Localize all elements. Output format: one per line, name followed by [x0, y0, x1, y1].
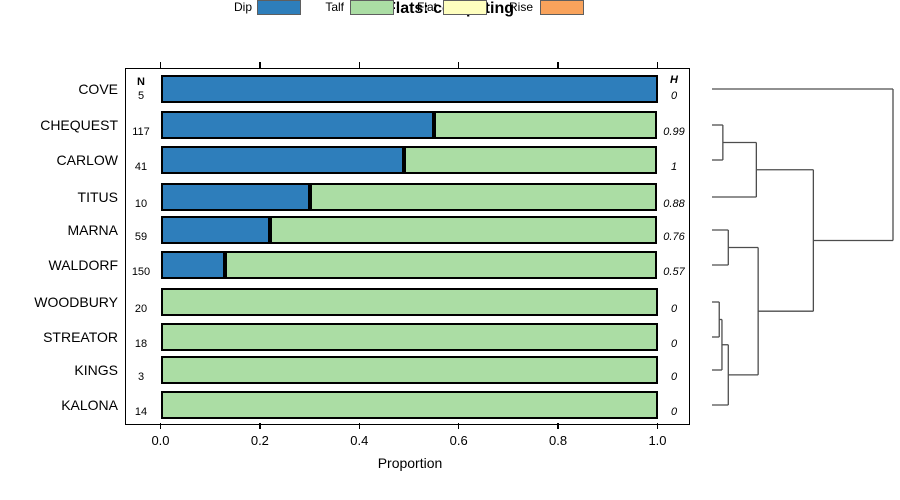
n-value: 5 [137, 90, 145, 102]
n-value: 10 [134, 198, 148, 210]
n-value: 3 [137, 371, 145, 383]
bar-streator [160, 323, 658, 351]
bar-woodbury [160, 288, 658, 316]
h-value: 1 [670, 161, 678, 173]
h-value: 0 [670, 338, 678, 350]
n-value: 150 [131, 266, 151, 278]
bar-segment-dip [160, 251, 226, 279]
n-value: 41 [134, 161, 148, 173]
h-value: 0.88 [663, 198, 685, 210]
x-axis-tick-bottom [457, 423, 460, 429]
n-value: 59 [134, 231, 148, 243]
x-axis-tick-top [656, 62, 659, 68]
bar-segment-talf [225, 251, 658, 279]
h-value: 0.99 [663, 126, 685, 138]
bar-segment-talf [404, 146, 658, 174]
row-label-kings: KINGS [74, 362, 118, 378]
x-axis-tick-top [259, 62, 261, 68]
bar-segment-dip [160, 75, 658, 103]
n-value: 117 [132, 126, 150, 138]
bar-chequest [160, 111, 658, 139]
n-value: 14 [134, 406, 148, 418]
h-value: 0 [670, 371, 678, 383]
x-axis-tick-label: 0.0 [151, 433, 170, 448]
bar-segment-dip [160, 111, 434, 139]
x-axis-tick-label: 0.6 [449, 433, 468, 448]
h-value: 0.76 [663, 231, 685, 243]
bar-segment-dip [160, 183, 310, 211]
x-axis-tick-top [557, 62, 559, 68]
bar-marna [160, 216, 658, 244]
row-label-woodbury: WOODBURY [34, 294, 118, 310]
legend-swatch-dip [257, 0, 301, 15]
h-value: 0 [670, 303, 678, 315]
bar-segment-talf [160, 356, 658, 384]
h-column-header: H [670, 74, 678, 86]
bar-segment-talf [160, 323, 658, 351]
x-axis-tick-label: 1.0 [648, 433, 667, 448]
h-value: 0.57 [663, 266, 685, 278]
bar-segment-talf [160, 288, 658, 316]
bar-segment-dip [160, 146, 405, 174]
bar-carlow [160, 146, 658, 174]
n-column-header: N [137, 76, 145, 88]
h-value: 0 [670, 406, 678, 418]
row-label-carlow: CARLOW [56, 152, 118, 168]
x-axis-tick-bottom [358, 423, 361, 429]
legend-swatch-rise [540, 0, 584, 15]
legend-label-rise: Rise [508, 0, 533, 14]
bar-kings [160, 356, 658, 384]
row-label-marna: MARNA [67, 222, 118, 238]
legend-swatch-talf [350, 0, 394, 15]
row-label-streator: STREATOR [43, 329, 118, 345]
legend-label-talf: Talf [325, 0, 344, 14]
x-axis-tick-label: 0.4 [350, 433, 369, 448]
x-axis-tick-label: 0.2 [250, 433, 269, 448]
bar-segment-talf [160, 391, 658, 419]
x-axis-tick-top [358, 62, 361, 68]
bar-cove [160, 75, 658, 103]
row-label-waldorf: WALDORF [48, 257, 118, 273]
x-axis-tick-bottom [159, 423, 162, 429]
n-value: 18 [134, 338, 148, 350]
row-label-cove: COVE [78, 81, 118, 97]
bar-segment-dip [160, 216, 270, 244]
row-label-chequest: CHEQUEST [40, 117, 118, 133]
plot-area [125, 68, 690, 425]
row-label-titus: TITUS [77, 189, 118, 205]
x-axis-tick-bottom [656, 423, 659, 429]
x-axis-tick-bottom [259, 423, 261, 429]
x-axis-title: Proportion [377, 455, 443, 471]
n-value: 20 [134, 303, 148, 315]
bar-segment-talf [309, 183, 658, 211]
bar-titus [160, 183, 658, 211]
bar-waldorf [160, 251, 658, 279]
row-label-kalona: KALONA [61, 397, 118, 413]
x-axis-tick-top [159, 62, 162, 68]
x-axis-tick-bottom [557, 423, 559, 429]
x-axis-tick-top [457, 62, 460, 68]
bar-kalona [160, 391, 658, 419]
legend-label-dip: Dip [233, 0, 252, 14]
x-axis-tick-label: 0.8 [549, 433, 568, 448]
legend-swatch-flat [443, 0, 487, 15]
bar-segment-talf [269, 216, 658, 244]
h-value: 0 [670, 90, 678, 102]
legend-label-flat: Flat [416, 0, 437, 14]
bar-segment-talf [433, 111, 658, 139]
